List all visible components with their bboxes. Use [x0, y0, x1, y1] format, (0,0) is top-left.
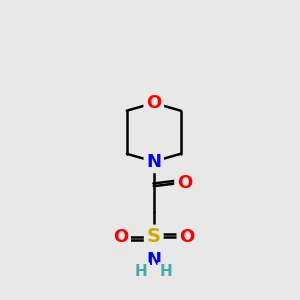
Text: O: O	[146, 94, 161, 112]
Text: N: N	[146, 152, 161, 170]
Text: O: O	[179, 228, 194, 246]
Text: O: O	[113, 228, 128, 246]
Text: N: N	[146, 251, 161, 269]
Text: S: S	[147, 227, 161, 247]
Text: O: O	[177, 174, 192, 192]
Text: H: H	[160, 264, 172, 279]
Text: H: H	[135, 264, 148, 279]
